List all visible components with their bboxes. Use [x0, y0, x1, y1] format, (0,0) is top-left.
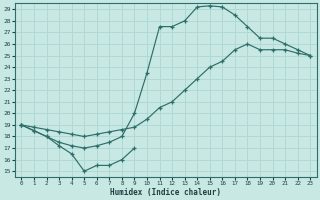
X-axis label: Humidex (Indice chaleur): Humidex (Indice chaleur) [110, 188, 221, 197]
